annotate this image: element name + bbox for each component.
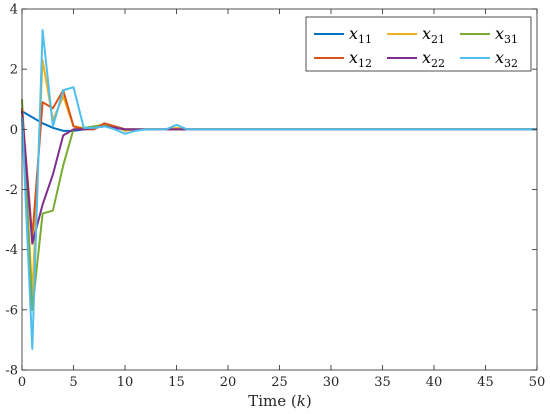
x-tick-label: 30 xyxy=(323,375,340,390)
y-tick-label: 2 xyxy=(10,63,18,78)
x-axis-label: Time (k) xyxy=(248,392,311,410)
x-tick-label: 45 xyxy=(477,375,494,390)
x-tick-label: 15 xyxy=(168,375,185,390)
legend-label-x11: x11 xyxy=(349,24,372,46)
legend-label-x21: x21 xyxy=(422,24,445,46)
legend-box xyxy=(305,16,532,72)
series-line-x32 xyxy=(21,29,537,350)
y-tick-label: -2 xyxy=(5,183,18,198)
ticks-layer: 0 5 10 15 20 25 30 35 40 45 50 -8 -6 -4 -2 0 2 4 xyxy=(5,3,545,391)
x-tick-label: 10 xyxy=(117,375,134,390)
x-tick-label: 20 xyxy=(220,375,237,390)
legend-label-x22: x22 xyxy=(422,48,445,70)
x-tick-label: 40 xyxy=(426,375,443,390)
x-tick-label: 0 xyxy=(18,375,26,390)
legend-label-x12: x12 xyxy=(349,48,372,70)
legend: x11 x21 x31 x12 x22 x32 xyxy=(305,16,532,72)
y-tick-label: 0 xyxy=(10,123,18,138)
legend-label-x31: x31 xyxy=(495,24,518,46)
y-tick-label: -4 xyxy=(5,243,18,258)
x-tick-label: 50 xyxy=(529,375,546,390)
series-layer xyxy=(21,29,537,350)
x-tick-label: 5 xyxy=(69,375,77,390)
legend-label-x32: x32 xyxy=(495,48,518,70)
y-tick-label: -8 xyxy=(5,364,18,379)
x-tick-label: 25 xyxy=(271,375,288,390)
y-tick-label: 4 xyxy=(10,3,18,18)
x-tick-label: 35 xyxy=(374,375,391,390)
y-tick-label: -6 xyxy=(5,303,18,318)
